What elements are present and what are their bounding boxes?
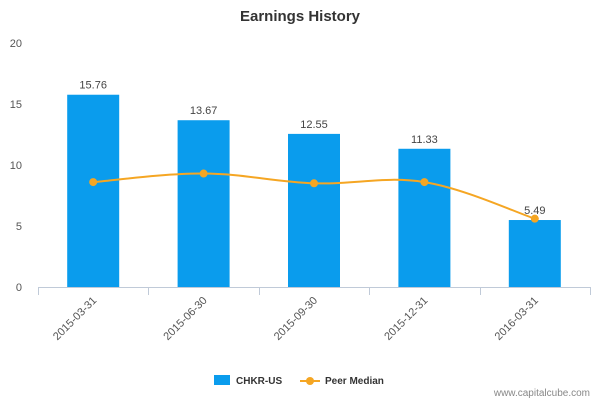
chart-legend[interactable]: CHKR-US Peer Median (214, 375, 384, 387)
legend-label-chkr-us: CHKR-US (236, 376, 282, 387)
legend-swatch-chkr-us (214, 375, 230, 385)
peer-median-point-2015-06-30[interactable] (199, 169, 208, 178)
bar-value-label: 15.76 (79, 80, 107, 92)
peer-median-point-2015-09-30[interactable] (310, 179, 318, 188)
line-series-peer-median (89, 169, 539, 223)
bar-value-label: 13.67 (190, 105, 218, 117)
y-tick-label: 20 (10, 38, 22, 50)
y-axis: 0 5 10 15 20 (10, 38, 22, 294)
bar-series-chkr-us (67, 94, 561, 287)
x-tick-label: 2015-03-31 (51, 295, 99, 343)
bar-value-label: 11.33 (411, 134, 438, 146)
legend-marker-peer-median (306, 377, 314, 385)
bar-2015-09-30[interactable] (288, 133, 340, 287)
peer-median-point-2015-12-31[interactable] (420, 178, 429, 187)
bar-value-label: 12.55 (300, 119, 328, 131)
peer-median-point-2016-03-31[interactable] (530, 214, 539, 223)
chart-title: Earnings History (240, 8, 361, 25)
x-tick-label: 2016-03-31 (493, 295, 541, 343)
peer-median-point-2015-03-31[interactable] (89, 178, 98, 187)
legend-label-peer-median: Peer Median (325, 376, 384, 387)
watermark: www.capitalcube.com (493, 388, 590, 399)
y-tick-label: 10 (10, 160, 22, 172)
y-tick-label: 5 (16, 221, 22, 233)
x-tick-label: 2015-06-30 (161, 295, 209, 343)
bar-2015-03-31[interactable] (67, 94, 120, 287)
bar-data-labels: 15.76 13.67 12.55 11.33 5.49 (79, 80, 545, 217)
x-axis: 2015-03-31 2015-06-30 2015-09-30 2015-12-31… (38, 287, 591, 343)
y-tick-label: 0 (16, 282, 22, 294)
bar-value-label: 5.49 (524, 205, 545, 217)
bar-2016-03-31[interactable] (508, 220, 561, 287)
x-tick-label: 2015-09-30 (272, 295, 320, 343)
bar-2015-06-30[interactable] (177, 120, 230, 287)
y-tick-label: 15 (10, 99, 22, 111)
x-tick-label: 2015-12-31 (382, 295, 430, 343)
bar-2015-12-31[interactable] (398, 148, 451, 287)
